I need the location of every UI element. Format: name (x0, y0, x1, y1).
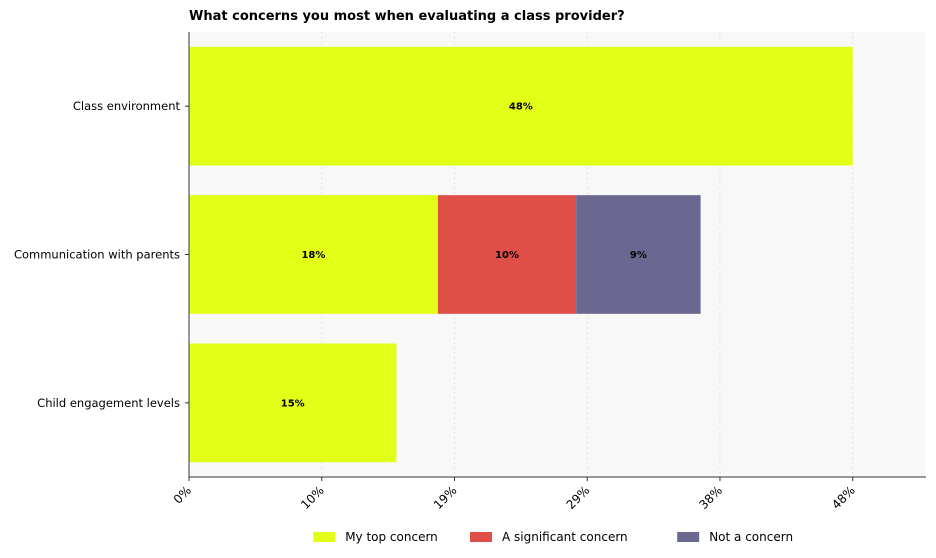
y-axis-labels: Class environment Communication with pare… (14, 99, 189, 410)
y-category-label: Class environment (73, 99, 181, 113)
legend-swatch (677, 532, 700, 542)
legend-label: A significant concern (502, 530, 628, 544)
legend-swatch (470, 532, 492, 542)
legend-item: A significant concern (470, 530, 628, 544)
x-tick-label: 19% (431, 483, 460, 512)
bar-value-label: 48% (509, 102, 533, 113)
y-category-label: Child engagement levels (37, 396, 180, 410)
legend-item: My top concern (313, 530, 438, 544)
bar-segment (576, 195, 701, 314)
bars: 48% 18% 10% 9% 15% (189, 46, 853, 463)
x-tick-label: 38% (696, 483, 725, 512)
x-tick-label: 48% (829, 483, 858, 512)
legend-item: Not a concern (677, 530, 793, 544)
bar-segment (189, 343, 397, 463)
x-tick-label: 10% (298, 483, 327, 512)
x-tick-label: 0% (171, 483, 194, 506)
chart-title: What concerns you most when evaluating a… (189, 9, 625, 24)
bar-segment (189, 46, 853, 166)
x-axis-ticks: 0% 10% 19% 29% 38% 48% (171, 477, 858, 512)
bar-segment (437, 195, 577, 314)
bar-value-label: 9% (630, 250, 647, 261)
legend: My top concern A significant concern Not a… (313, 530, 793, 544)
bar-value-label: 10% (495, 250, 519, 261)
bar-value-label: 15% (281, 398, 305, 409)
bar-value-label: 18% (301, 250, 325, 261)
legend-label: My top concern (345, 530, 438, 544)
y-category-label: Communication with parents (14, 248, 180, 262)
legend-label: Not a concern (709, 530, 793, 544)
x-tick-label: 29% (564, 483, 593, 512)
legend-swatch (313, 532, 336, 542)
bar-segment (189, 195, 438, 314)
